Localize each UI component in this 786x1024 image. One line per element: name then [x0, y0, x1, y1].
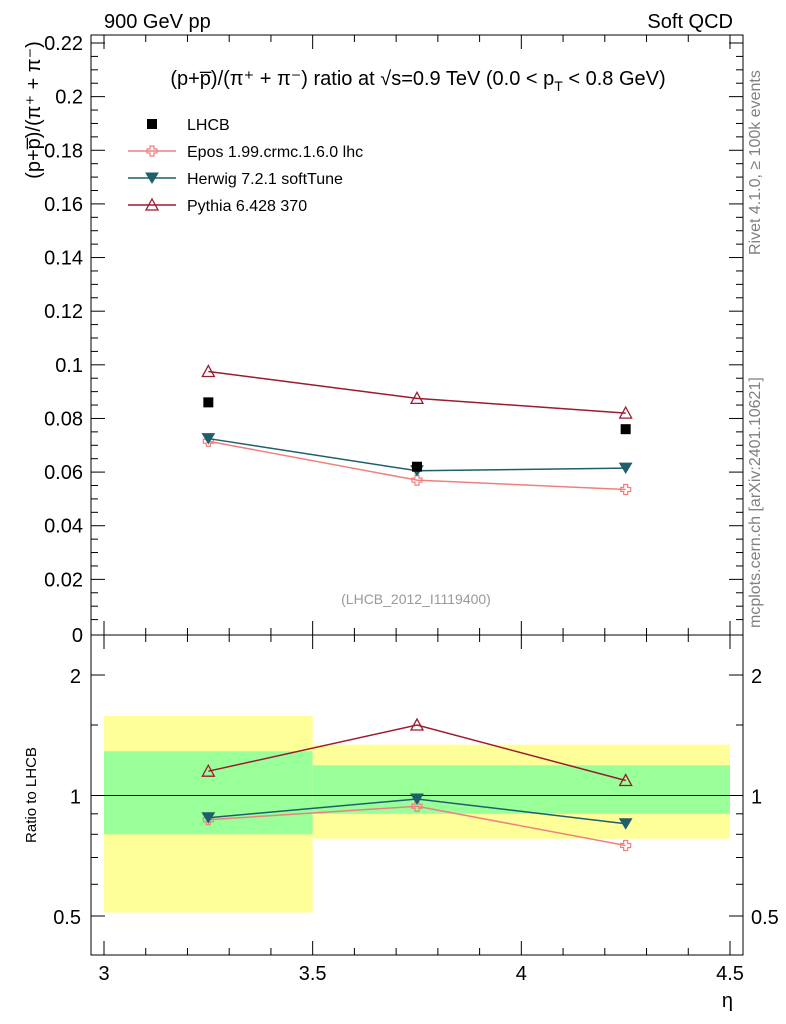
- series-point-2: [409, 390, 425, 404]
- ratio-y-tick-label: 2: [70, 666, 81, 688]
- ratio-plot: 0.5 0.5 1 1 2 2 3 3.5 4 4.5: [53, 635, 779, 985]
- data-point: [203, 397, 214, 408]
- legend-label-2: Pythia 6.428 370: [187, 198, 307, 215]
- series-point-0: [411, 474, 423, 486]
- series-point-2: [201, 364, 216, 378]
- main-plot: 0.02 0.04 0.06 0.08 0.1 0.12 0.14 0.16 0.18 0.2 0.…: [44, 33, 743, 647]
- header-right: Soft QCD: [647, 11, 733, 33]
- ratio-y-axis-label: Ratio to LHCB: [23, 747, 40, 843]
- series-point-2: [618, 405, 633, 419]
- x-tick-label: 3.5: [299, 963, 327, 985]
- y-tick-label: 0.08: [44, 408, 83, 430]
- legend-label-1: Herwig 7.2.1 softTune: [187, 171, 343, 188]
- ratio-y-tick-label: 1: [70, 787, 81, 809]
- data-point: [412, 461, 422, 472]
- series-line-2: [208, 370, 626, 414]
- y-tick-label: 0.06: [44, 462, 83, 484]
- x-tick-label: 3: [98, 963, 109, 985]
- series-line-0: [208, 440, 626, 491]
- legend-marker-2: [144, 197, 160, 211]
- ratio-line-2: [208, 724, 626, 782]
- y-tick-label: 0.2: [55, 87, 83, 109]
- analysis-label: (LHCB_2012_I1119400): [341, 591, 491, 607]
- ratio-point-1: [201, 812, 216, 824]
- y-axis-label: (p+p̅)/(π⁺ + π⁻): [23, 41, 45, 179]
- ratio-band-inner-1: [312, 765, 730, 814]
- ratio-y-tick-label-right: 1: [751, 787, 762, 809]
- series-point-0: [620, 483, 632, 496]
- data-point: [620, 424, 631, 435]
- y-tick-label: 0.1: [55, 355, 83, 377]
- header-left: 900 GeV pp: [104, 11, 211, 33]
- legend-label-data: LHCB: [187, 117, 230, 134]
- x-axis-label: η: [722, 990, 733, 1012]
- y-tick-label: 0.16: [44, 194, 83, 216]
- ratio-point-2: [201, 763, 216, 777]
- y-tick-label: 0.22: [44, 33, 83, 55]
- series-point-1: [618, 462, 633, 475]
- ratio-point-1: [618, 818, 633, 830]
- rivet-label: Rivet 4.1.0, ≥ 100k events: [747, 70, 764, 255]
- source-label: mcplots.cern.ch [arXiv:2401.10621]: [747, 377, 764, 628]
- ratio-line-0: [208, 805, 626, 847]
- y-tick-label: 0.02: [44, 569, 83, 591]
- x-tick-label: 4.5: [716, 963, 744, 985]
- y-tick-label: 0.04: [44, 516, 83, 538]
- y-tick-label: 0.12: [44, 301, 83, 323]
- y-tick-label: 0.14: [44, 248, 83, 270]
- legend-marker-data: [147, 119, 157, 129]
- ratio-point-0: [620, 839, 632, 852]
- ratio-y-tick-label: 0.5: [53, 907, 81, 929]
- ratio-point-2: [409, 717, 425, 731]
- x-tick-label: 4: [516, 963, 527, 985]
- series-point-1: [201, 433, 216, 445]
- plot-title: (p+p̅)/(π⁺ + π⁻) ratio at √s=0.9 TeV (0.…: [170, 68, 665, 94]
- legend-label-0: Epos 1.99.crmc.1.6.0 lhc: [187, 144, 363, 161]
- legend-marker-0: [146, 145, 158, 157]
- ratio-point-1: [410, 793, 424, 805]
- y-tick-label: 0.18: [44, 140, 83, 162]
- ratio-point-2: [618, 773, 633, 787]
- ratio-y-tick-label-right: 0.5: [751, 907, 779, 929]
- legend-marker-1: [145, 172, 159, 184]
- y-tick-label-zero: 0: [72, 625, 83, 647]
- legend: LHCB Epos 1.99.crmc.1.6.0 lhc Herwig 7.2.1…: [128, 117, 363, 215]
- ratio-y-tick-label-right: 2: [751, 666, 762, 688]
